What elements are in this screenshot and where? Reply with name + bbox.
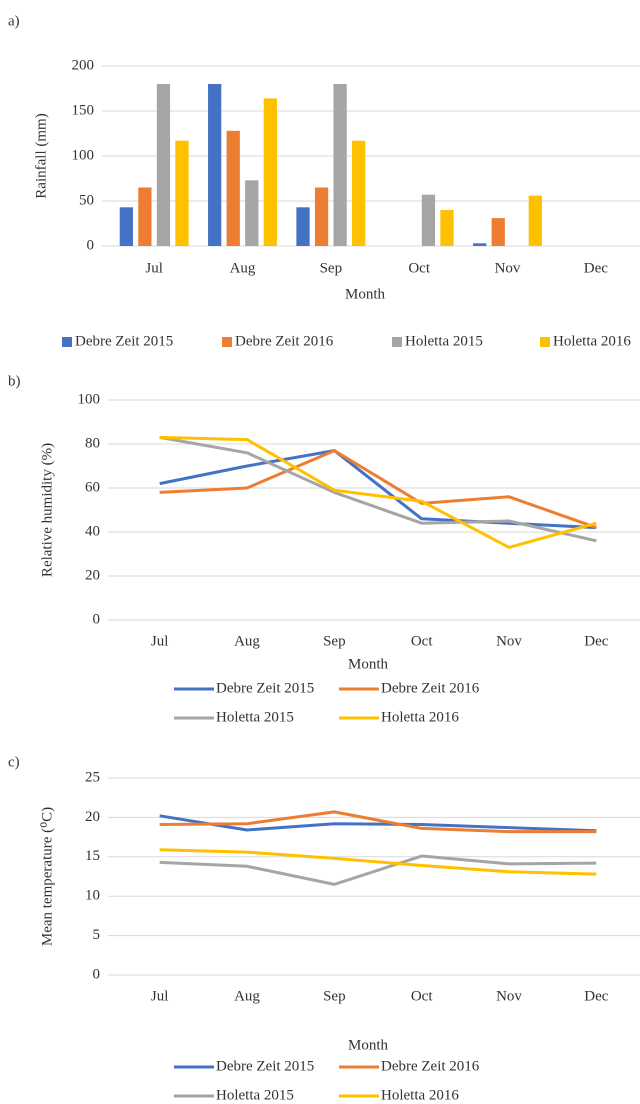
y-axis-label: Mean temperature (⁰C) [39,807,55,946]
legend-label: Debre Zeit 2016 [235,333,334,349]
bar [491,218,505,246]
bar [245,180,259,246]
legend-label: Holetta 2015 [405,333,483,349]
legend-label: Debre Zeit 2015 [75,333,173,349]
y-tick-label: 10 [85,888,100,904]
y-tick-label: 25 [85,769,100,785]
y-tick-label: 100 [78,391,101,407]
x-tick-label: Dec [584,988,608,1004]
x-axis-label: Month [345,286,386,302]
y-tick-label: 150 [72,102,95,118]
bar [263,98,277,247]
y-tick-label: 80 [85,435,100,451]
panel-label: c) [8,754,20,770]
y-tick-label: 0 [93,611,101,627]
y-tick-label: 20 [85,809,100,825]
x-tick-label: Sep [320,260,343,276]
legend-label: Debre Zeit 2015 [216,1058,314,1074]
legend-label: Holetta 2015 [216,1087,294,1103]
legend-label: Holetta 2016 [553,333,631,349]
legend-label: Debre Zeit 2015 [216,680,314,696]
x-tick-label: Oct [411,633,433,649]
legend-label: Debre Zeit 2016 [381,680,480,696]
legend-swatch [222,337,232,347]
bar [208,84,222,246]
line [159,810,597,834]
legend-label: Holetta 2016 [381,1087,459,1103]
x-tick-label: Aug [234,988,260,1004]
bar [119,207,133,246]
line [159,449,597,530]
bar [175,140,189,246]
panel-label: a) [8,13,20,29]
x-tick-label: Jul [145,260,163,276]
x-tick-label: Sep [323,988,346,1004]
bar [296,207,310,246]
bar [138,187,152,246]
legend-label: Debre Zeit 2016 [381,1058,480,1074]
bar [314,187,329,246]
legend-label: Holetta 2016 [381,709,459,725]
y-tick-label: 20 [85,567,100,583]
line [159,814,597,833]
x-tick-label: Sep [323,633,346,649]
x-axis-label: Month [348,656,389,672]
x-tick-label: Dec [584,633,608,649]
y-tick-label: 40 [85,523,100,539]
x-tick-label: Jul [151,633,169,649]
x-tick-label: Nov [496,633,522,649]
x-tick-label: Oct [408,260,430,276]
y-axis-label: Rainfall (mm) [33,113,49,198]
y-tick-label: 100 [72,147,95,163]
x-tick-label: Dec [584,260,608,276]
bar [473,243,487,246]
x-axis-label: Month [348,1037,389,1053]
line [159,854,597,886]
x-tick-label: Jul [151,988,169,1004]
bar [440,210,454,246]
bar [421,194,436,246]
panel-label: b) [8,373,21,389]
legend-swatch [540,337,550,347]
legend-swatch [392,337,402,347]
x-tick-label: Aug [234,633,260,649]
y-axis-label: Relative humidity (%) [39,443,55,577]
legend-label: Holetta 2015 [216,709,294,725]
line [159,848,597,876]
bar [156,84,171,246]
y-tick-label: 50 [79,192,94,208]
line [159,435,597,549]
bar [528,195,542,246]
y-tick-label: 0 [93,966,101,982]
bar [226,130,240,246]
y-tick-label: 5 [93,927,101,943]
y-tick-label: 200 [72,57,95,73]
x-tick-label: Aug [230,260,256,276]
x-tick-label: Nov [496,988,522,1004]
line [159,435,597,543]
y-tick-label: 15 [85,848,100,864]
y-tick-label: 0 [87,237,95,253]
bar [333,84,347,246]
legend-swatch [62,337,72,347]
bar [352,140,366,246]
x-tick-label: Oct [411,988,433,1004]
x-tick-label: Nov [495,260,521,276]
y-tick-label: 60 [85,479,100,495]
